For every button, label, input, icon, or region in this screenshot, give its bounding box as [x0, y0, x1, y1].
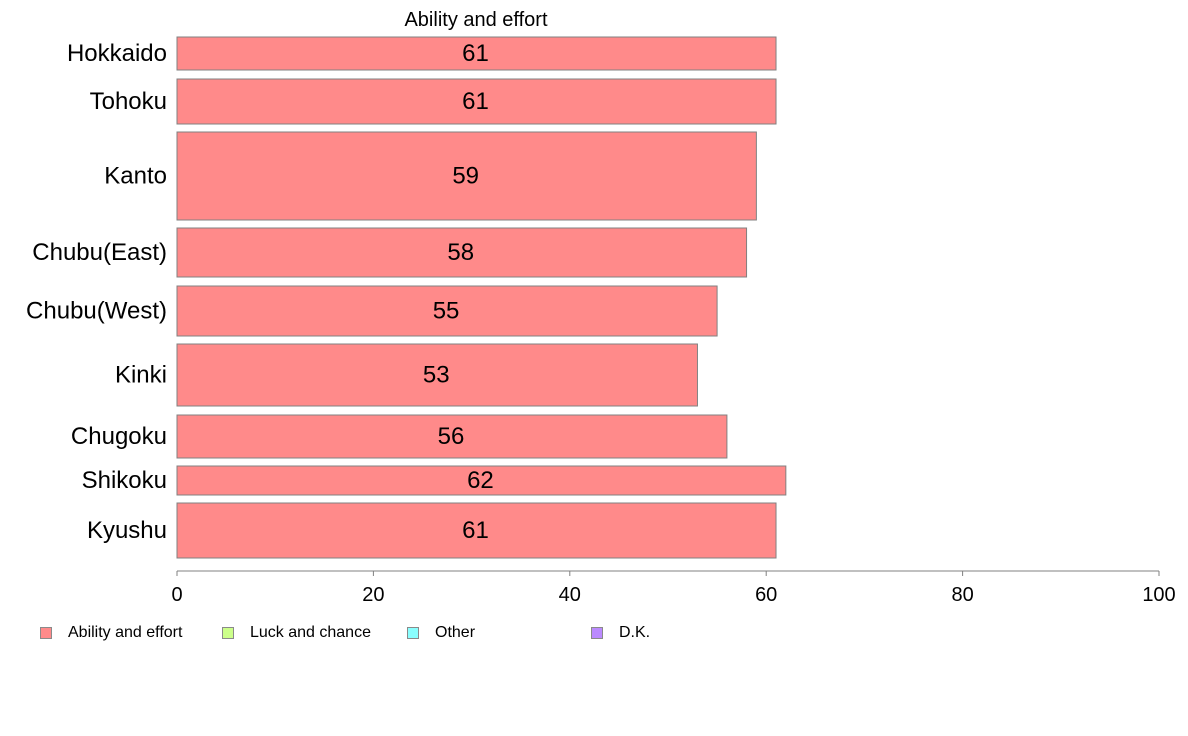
x-tick-label-80: 80	[951, 584, 973, 606]
legend-label-luck-and-chance: Luck and chance	[250, 624, 371, 641]
x-tick-label-60: 60	[755, 584, 777, 606]
bar-hokkaido	[176, 36, 777, 71]
category-label-shikoku: Shikoku	[82, 467, 167, 494]
bar-chubu-east	[176, 227, 748, 278]
category-label-chubu-east: Chubu(East)	[32, 239, 167, 266]
data-label-hokkaido: 61	[462, 40, 489, 67]
category-label-kyushu: Kyushu	[87, 517, 167, 544]
chart-title: Ability and effort	[404, 9, 547, 31]
legend-label-ability-and-effort: Ability and effort	[68, 624, 183, 641]
x-tick-label-40: 40	[559, 584, 581, 606]
legend-swatch-dk	[591, 627, 603, 639]
data-label-kinki: 53	[423, 362, 450, 389]
data-label-kanto: 59	[452, 163, 479, 190]
bar-kinki	[176, 343, 698, 407]
legend-label-dk: D.K.	[619, 624, 651, 641]
category-label-tohoku: Tohoku	[90, 88, 167, 115]
data-label-chubu-east: 58	[447, 239, 474, 266]
data-label-shikoku: 62	[467, 467, 494, 494]
legend-item-other: Other	[407, 624, 475, 642]
legend-swatch-ability-and-effort	[40, 627, 52, 639]
bar-tohoku	[176, 78, 777, 125]
bar-kanto	[176, 131, 757, 221]
legend-item-luck-and-chance: Luck and chance	[222, 624, 371, 642]
x-axis: 0 20 40 60 80 100	[171, 570, 1176, 606]
bar-shikoku	[176, 465, 787, 496]
bars-group: Hokkaido 61 Tohoku 61 Kanto 59 Chubu(East) 58 Ch…	[26, 36, 787, 559]
legend-swatch-luck-and-chance	[222, 627, 234, 639]
category-label-kinki: Kinki	[115, 362, 167, 389]
category-label-hokkaido: Hokkaido	[67, 40, 167, 67]
category-label-chubu-west: Chubu(West)	[26, 298, 167, 325]
category-label-kanto: Kanto	[104, 163, 167, 190]
x-tick-label-0: 0	[171, 584, 182, 606]
data-label-kyushu: 61	[462, 517, 489, 544]
x-tick-label-20: 20	[362, 584, 384, 606]
data-label-tohoku: 61	[462, 88, 489, 115]
x-tick-label-100: 100	[1142, 584, 1175, 606]
legend-item-dk: D.K.	[591, 624, 650, 642]
bar-kyushu	[176, 502, 777, 559]
data-label-chugoku: 56	[438, 423, 465, 450]
legend-label-other: Other	[435, 624, 476, 641]
category-label-chugoku: Chugoku	[71, 423, 167, 450]
bar-chubu-west	[176, 285, 718, 337]
legend-item-ability-and-effort: Ability and effort	[40, 624, 182, 642]
bar-chugoku	[176, 414, 728, 459]
data-label-chubu-west: 55	[433, 298, 460, 325]
legend-swatch-other	[407, 627, 419, 639]
